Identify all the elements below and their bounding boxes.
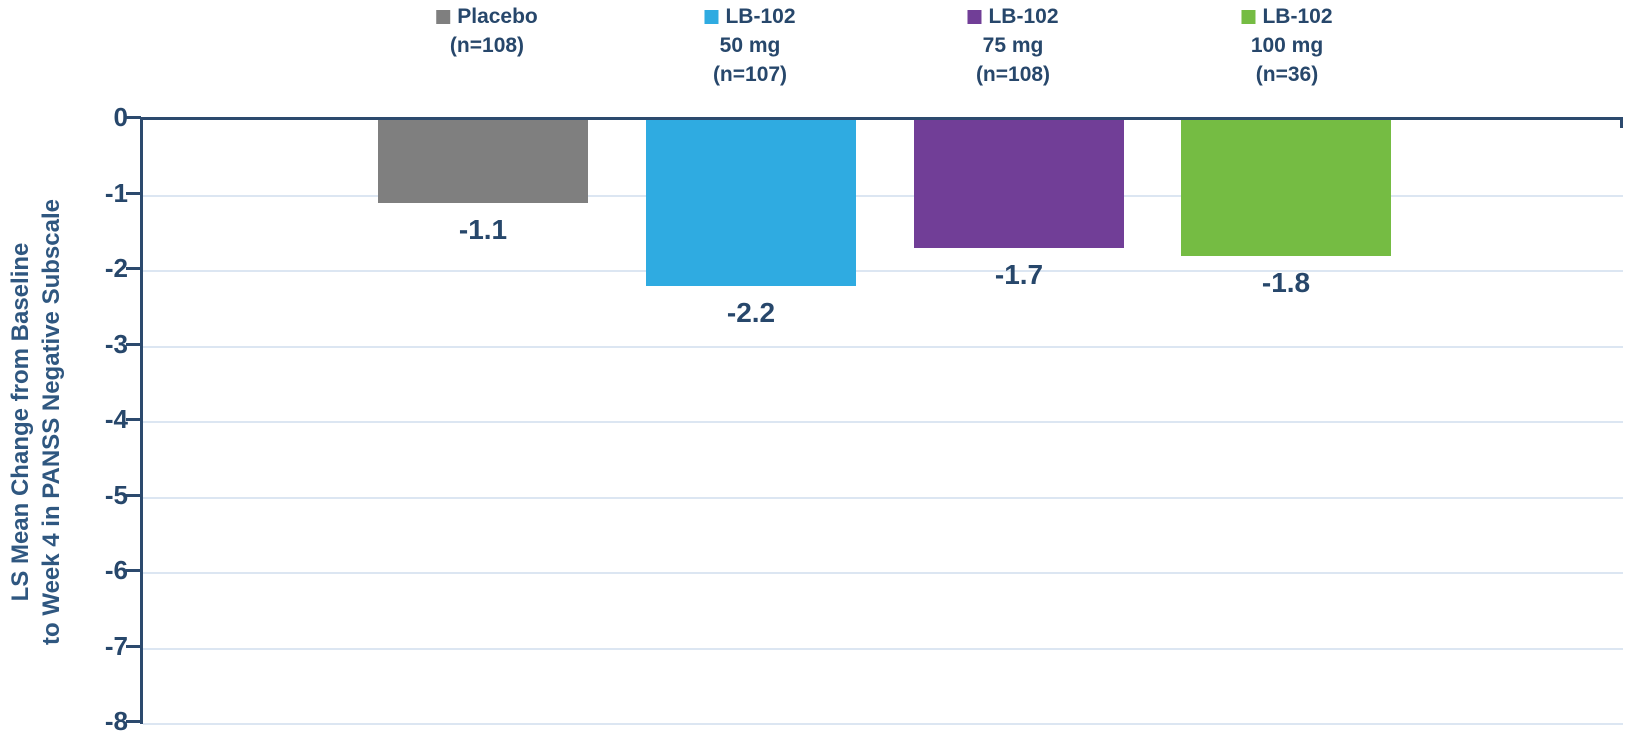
y-axis-tick [126,493,141,497]
legend-line: LB-102 [967,2,1059,31]
y-axis-tick [126,569,141,572]
y-tick-label: -8 [104,706,128,736]
legend-swatch-icon [436,10,451,24]
gridline [143,421,1623,423]
bar-value-label: -1.7 [994,259,1044,291]
gridline [143,647,1623,650]
gridline [143,572,1623,574]
y-axis-tick [126,116,141,119]
gridline [143,270,1623,272]
y-axis-tick [126,644,141,648]
legend-line: (n=36) [1255,63,1319,86]
legend-swatch-icon [704,10,719,24]
legend-entry: LB-102 50 mg (n=107) [704,2,796,89]
bar-lb-102-100mg-n36 [1181,120,1391,256]
legend-line: 50 mg [719,34,781,57]
bar-placebo-n108 [378,120,588,204]
legend-label: LB-102 [1262,5,1333,28]
legend-line: LB-102 [1241,2,1333,31]
legend-line: LB-102 [704,2,796,31]
legend-swatch-icon [967,10,982,24]
y-axis-tick [126,720,141,723]
y-axis-tick [126,191,141,195]
legend-line: 75 mg [982,34,1044,57]
zero-line-right-tick [1620,117,1623,128]
legend-line: (n=107) [712,63,788,86]
y-axis-tick [126,267,141,270]
y-tick-label: -5 [104,479,128,510]
y-tick-label: 0 [113,102,128,132]
plot-area: -1.1 -2.2 -1.7 -1.8 [140,117,1623,725]
y-tick-label: -4 [104,404,128,434]
y-tick-label: -1 [104,177,128,208]
y-tick-label: -2 [104,253,128,283]
bar-lb-102-50mg-n107 [646,120,856,287]
legend-entry: Placebo (n=108) [436,2,538,60]
y-axis-tick [126,418,141,421]
bar-lb-102-75mg-n108 [914,120,1124,249]
y-axis-tick [126,342,141,346]
legend-swatch-icon [1241,10,1256,24]
legend-line: (n=108) [975,63,1051,86]
legend-label: LB-102 [725,5,796,28]
bar-value-label: -1.1 [458,214,508,246]
bar-value-label: -1.8 [1261,266,1311,298]
legend-label: LB-102 [988,5,1059,28]
gridline [143,345,1623,348]
y-tick-label: -3 [104,328,128,359]
legend-label: Placebo [457,5,538,28]
gridline [143,194,1623,197]
y-tick-label: -6 [104,555,128,585]
gridline [143,496,1623,499]
legend-entry: LB-102 75 mg (n=108) [967,2,1059,89]
legend-line: Placebo [436,2,538,31]
gridline [143,723,1623,725]
legend-line: (n=108) [449,34,525,57]
legend-entry: LB-102 100 mg (n=36) [1241,2,1333,89]
legend-line: 100 mg [1250,34,1324,57]
y-axis-title-line1: LS Mean Change from Baseline [7,242,34,602]
bar-value-label: -2.2 [726,297,776,329]
y-tick-label: -7 [104,630,128,661]
